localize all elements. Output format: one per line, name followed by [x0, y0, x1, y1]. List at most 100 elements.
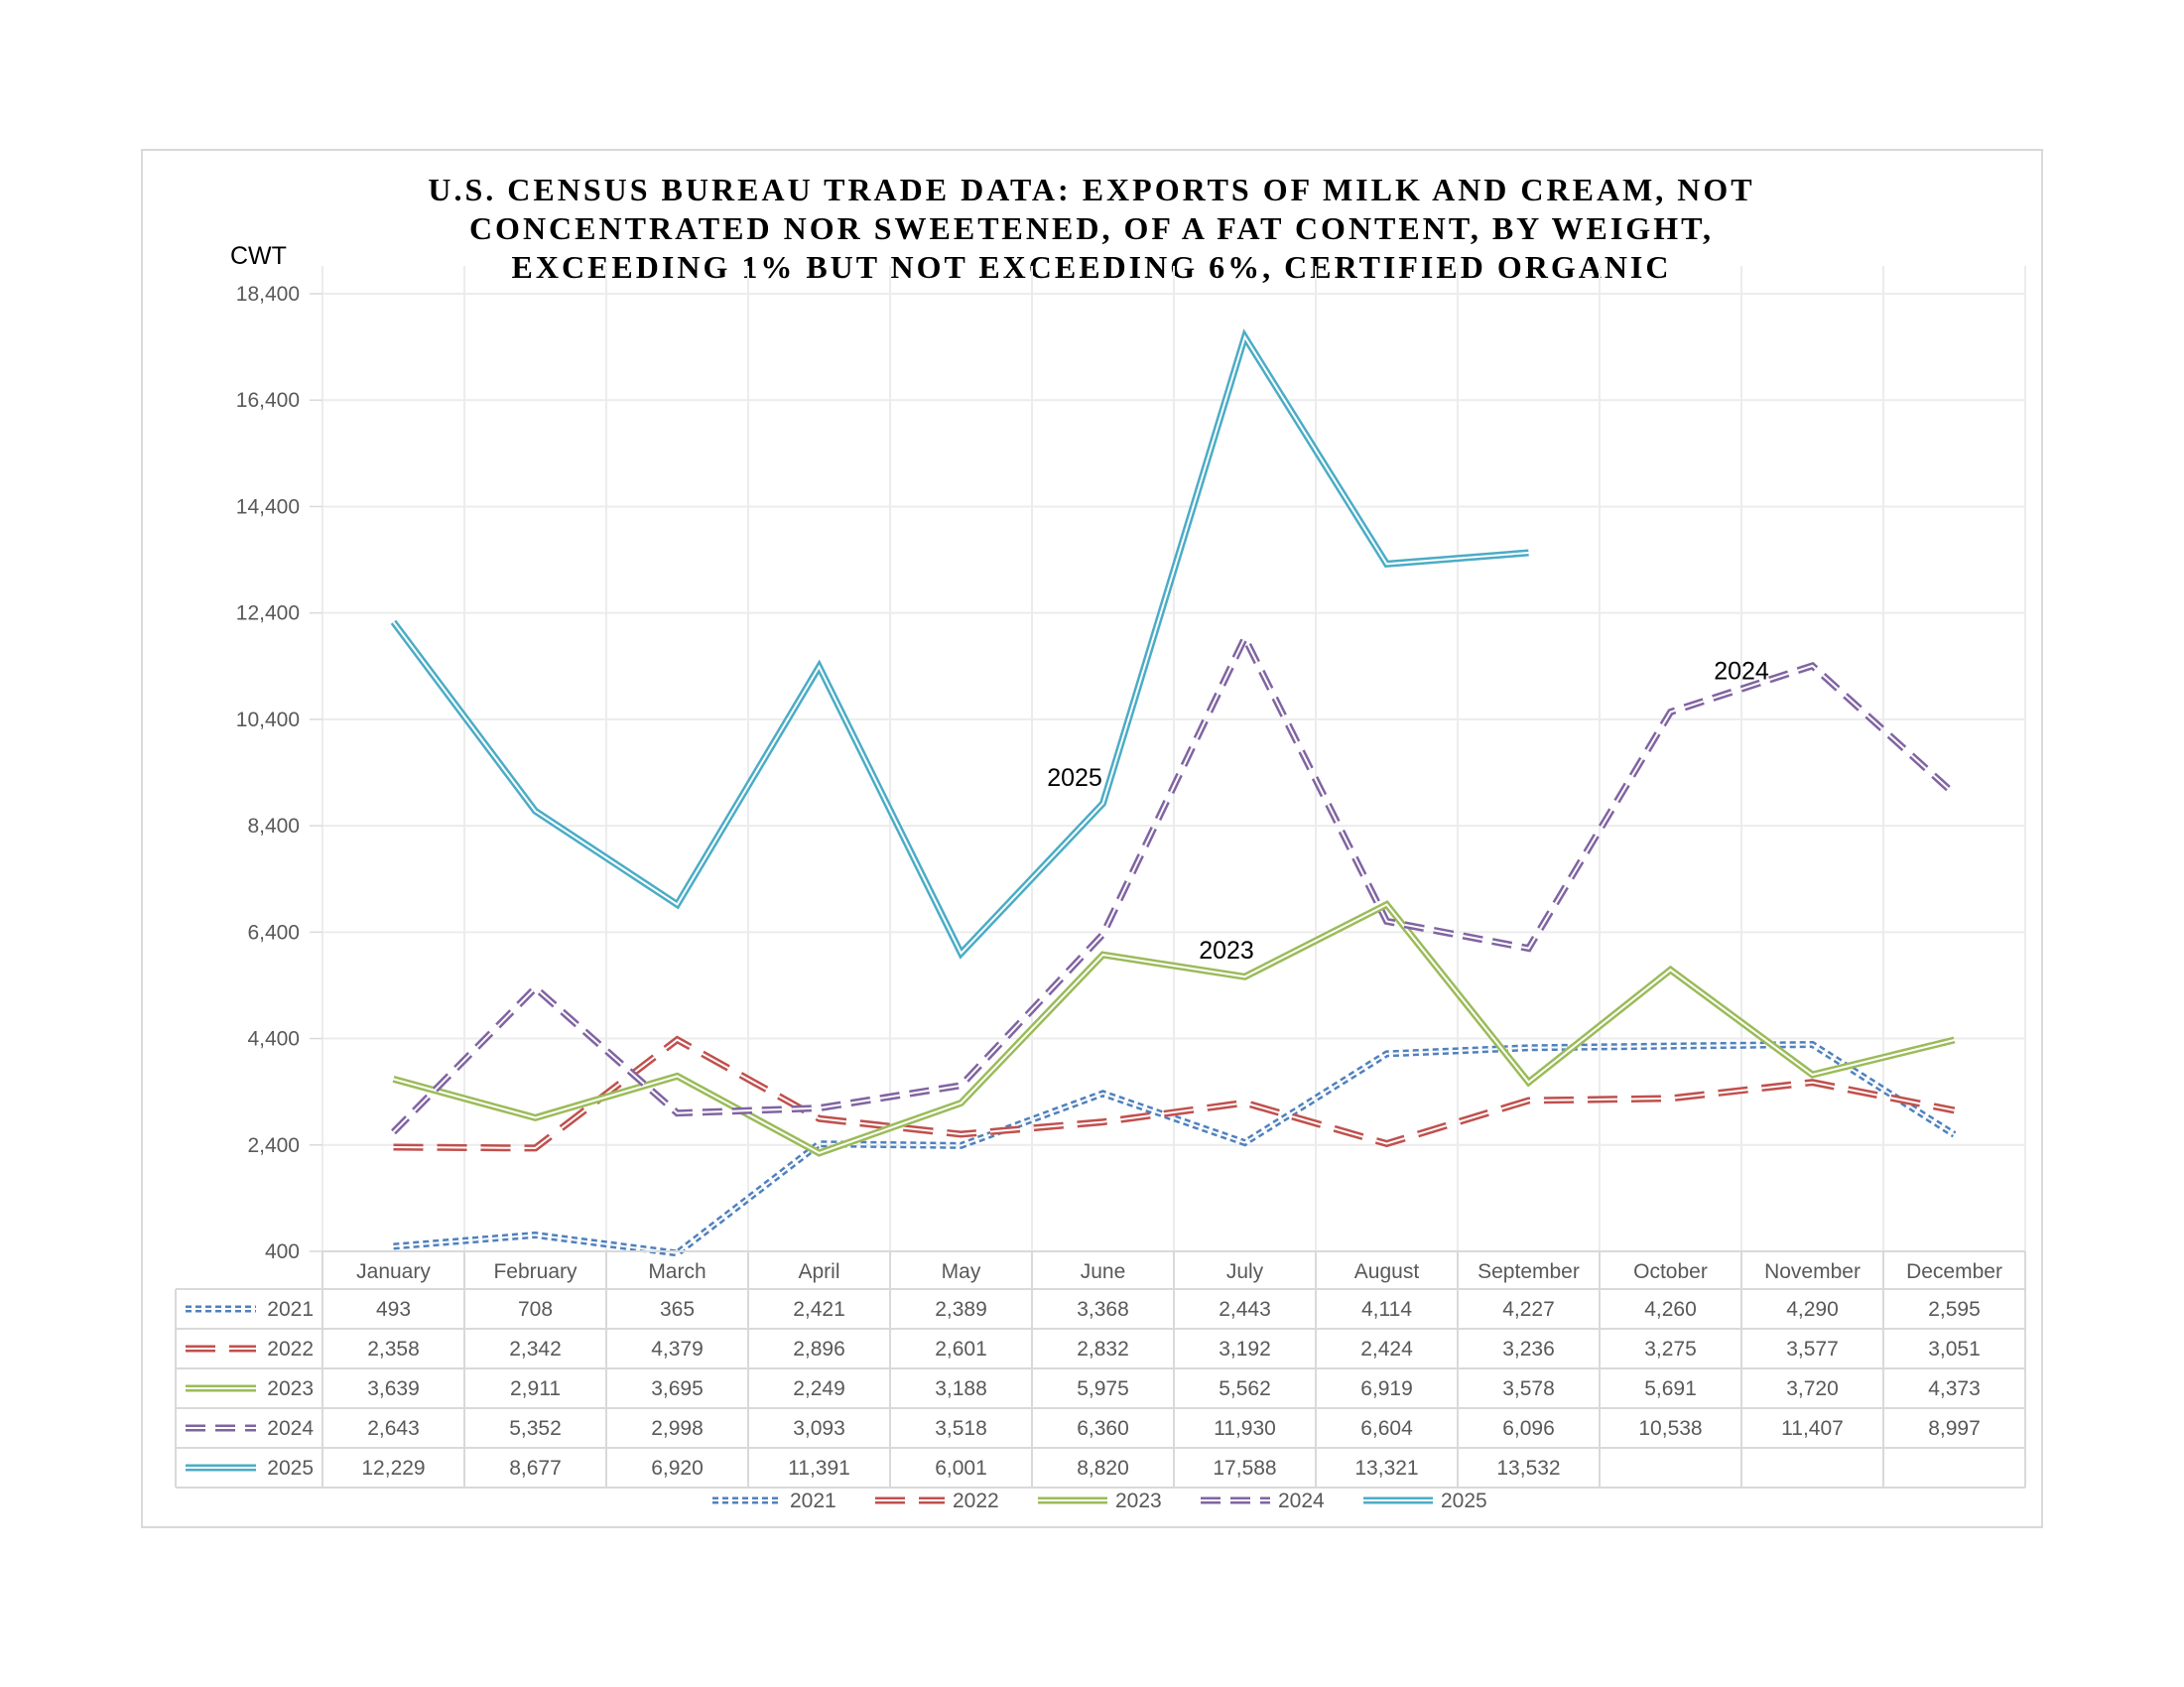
- annotation-2025: 2025: [1047, 764, 1102, 792]
- x-category-label: July: [1226, 1260, 1264, 1283]
- x-category-label: August: [1354, 1260, 1420, 1283]
- table-row-label: 2024: [267, 1417, 314, 1440]
- y-tick-label: 16,400: [236, 389, 300, 412]
- table-cell: 2,443: [1219, 1298, 1271, 1321]
- series-line-2024-inner: [392, 635, 1956, 1133]
- table-cell: 708: [518, 1298, 553, 1321]
- table-cell: 11,391: [788, 1457, 850, 1480]
- legend-label-2023: 2023: [1115, 1490, 1162, 1512]
- legend-label-2024: 2024: [1278, 1490, 1325, 1512]
- table-cell: 2,832: [1077, 1338, 1129, 1361]
- chart-title-line-1: U.S. CENSUS BUREAU TRADE DATA: EXPORTS O…: [428, 172, 1755, 207]
- y-tick-label: 2,400: [247, 1134, 300, 1157]
- table-row-label: 2025: [267, 1457, 314, 1480]
- table-cell: 3,577: [1786, 1338, 1839, 1361]
- table-cell: 6,920: [651, 1457, 704, 1480]
- table-cell: 2,358: [367, 1338, 420, 1361]
- annotations: 2025 2024 2023: [1047, 658, 1769, 965]
- table-cell: 2,998: [651, 1417, 704, 1440]
- chart-title-line-3: EXCEEDING 1% BUT NOT EXCEEDING 6%, CERTI…: [511, 249, 1672, 285]
- table-cell: 5,352: [509, 1417, 562, 1440]
- table-cell: 11,930: [1214, 1417, 1276, 1440]
- table-cell: 8,997: [1928, 1417, 1981, 1440]
- table-cell: 6,096: [1502, 1417, 1555, 1440]
- table-cell: 365: [660, 1298, 695, 1321]
- table-cell: 2,595: [1928, 1298, 1981, 1321]
- series-line-2021-inner: [393, 1043, 1956, 1254]
- table-cell: 2,896: [793, 1338, 845, 1361]
- table-cell: 6,919: [1360, 1377, 1413, 1400]
- series-line-2025-inner: [392, 334, 1529, 956]
- series-line-2022: [393, 1035, 1956, 1152]
- table-cell: 6,360: [1077, 1417, 1129, 1440]
- table-cell: 8,820: [1077, 1457, 1129, 1480]
- table-cell: 5,562: [1219, 1377, 1271, 1400]
- table-cell: 3,192: [1219, 1338, 1271, 1361]
- table-cell: 5,691: [1644, 1377, 1697, 1400]
- table-cell: 13,532: [1496, 1457, 1560, 1480]
- table-cell: 2,643: [367, 1417, 420, 1440]
- table-cell: 2,424: [1360, 1338, 1413, 1361]
- series-line-2025: [390, 328, 1529, 960]
- table-cell: 4,290: [1786, 1298, 1839, 1321]
- table-cell: 4,260: [1644, 1298, 1697, 1321]
- chart-title-line-2: CONCENTRATED NOR SWEETENED, OF A FAT CON…: [468, 210, 1715, 246]
- table-cell: 2,601: [935, 1338, 987, 1361]
- x-category-label: September: [1477, 1260, 1580, 1283]
- table-cell: 3,578: [1502, 1377, 1555, 1400]
- table-cell: 3,188: [935, 1377, 987, 1400]
- table-cell: 3,236: [1502, 1338, 1555, 1361]
- y-axis: 400 2,400 4,400 6,400 8,400 10,400 12,400 14,40…: [230, 242, 322, 1263]
- legend-label-2022: 2022: [953, 1490, 999, 1512]
- table-cell: 6,604: [1360, 1417, 1413, 1440]
- y-tick-label: 400: [265, 1240, 300, 1263]
- series-line-2024: [391, 629, 1957, 1135]
- table-cell: 3,051: [1928, 1338, 1981, 1361]
- table-cell: 13,321: [1354, 1457, 1418, 1480]
- x-category-label: November: [1764, 1260, 1861, 1283]
- table-cell: 12,229: [361, 1457, 425, 1480]
- table-cell: 4,379: [651, 1338, 704, 1361]
- table-cell: 11,407: [1781, 1417, 1844, 1440]
- chart-frame: [141, 149, 2043, 1528]
- table-cell: 2,421: [793, 1298, 845, 1321]
- y-tick-label: 10,400: [236, 709, 300, 731]
- table-cell: 3,368: [1077, 1298, 1129, 1321]
- table-cell: 3,275: [1644, 1338, 1697, 1361]
- series-line-2023-inner: [393, 903, 1955, 1154]
- x-category-label: March: [648, 1260, 706, 1283]
- chart-title: U.S. CENSUS BUREAU TRADE DATA: EXPORTS O…: [298, 171, 1885, 287]
- y-tick-label: 18,400: [236, 283, 300, 306]
- table-cell: 4,373: [1928, 1377, 1981, 1400]
- y-axis-label: CWT: [230, 242, 287, 270]
- x-category-label: June: [1081, 1260, 1126, 1283]
- table-cell: 2,911: [510, 1377, 561, 1400]
- table-cell: 3,093: [793, 1417, 845, 1440]
- legend-label-2021: 2021: [790, 1490, 836, 1512]
- table-cell: 3,639: [367, 1377, 420, 1400]
- y-tick-label: 6,400: [247, 921, 300, 944]
- table-row-label: 2022: [267, 1338, 314, 1361]
- table-cell: 6,001: [935, 1457, 987, 1480]
- y-tick-label: 14,400: [236, 495, 300, 518]
- annotation-2023: 2023: [1199, 937, 1254, 965]
- y-tick-label: 8,400: [247, 815, 300, 838]
- table-cell: 2,389: [935, 1298, 987, 1321]
- series-line-2023: [392, 900, 1956, 1157]
- table-cell: 8,677: [509, 1457, 562, 1480]
- table-cell: 4,227: [1502, 1298, 1555, 1321]
- table-cell: 17,588: [1213, 1457, 1276, 1480]
- x-category-label: April: [798, 1260, 839, 1283]
- y-tick-label: 12,400: [236, 602, 300, 625]
- annotation-2024: 2024: [1714, 658, 1769, 686]
- x-category-label: December: [1906, 1260, 2002, 1283]
- table-cell: 3,518: [935, 1417, 987, 1440]
- table-cell: 2,249: [793, 1377, 845, 1400]
- x-category-label: May: [942, 1260, 981, 1283]
- table-row-label: 2023: [267, 1377, 314, 1400]
- legend: 2021 2022 2023 2024 2025: [712, 1490, 1487, 1512]
- x-category-label: February: [493, 1260, 578, 1283]
- series-line-2022-inner: [393, 1038, 1955, 1149]
- table-cell: 3,695: [651, 1377, 704, 1400]
- table-row-label: 2021: [267, 1298, 314, 1321]
